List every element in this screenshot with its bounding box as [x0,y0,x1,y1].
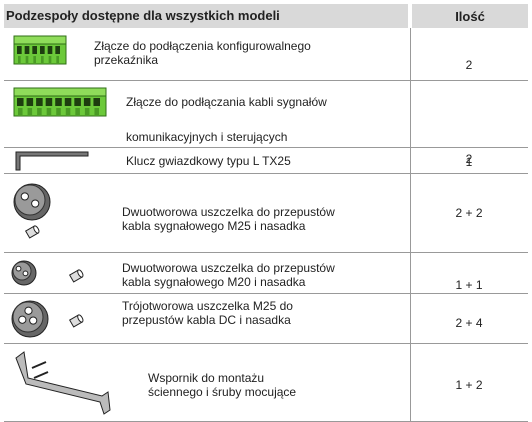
icon-graphic [11,260,84,286]
item-description: Dwuotworowa uszczelka do przepustów [122,205,335,219]
icon-graphic [13,87,107,117]
item-quantity: 2 [465,152,473,166]
header-cell [412,4,528,28]
item-icon [12,86,112,131]
item-icon [10,178,70,253]
item-icon [10,297,100,346]
item-description: Klucz gwiazdkowy typu L TX25 [126,154,291,168]
table-row [4,28,528,81]
table-row [4,293,528,344]
item-description: kabla sygnałowego M20 i nasadka [122,275,306,289]
item-quantity: 1 + 2 [455,378,483,392]
item-description: ściennego i śruby mocujące [148,385,297,399]
table-row [4,173,528,253]
item-description: przekaźnika [94,53,159,67]
header-quantity: Ilość [455,9,485,24]
header-title: Podzespoły dostępne dla wszystkich model… [6,8,280,23]
header-cell [4,4,408,28]
item-icon [12,150,92,177]
item-description: Trójotworowa uszczelka M25 do [122,299,293,313]
item-quantity: 2 + 2 [455,206,483,220]
icon-graphic [13,35,67,65]
item-icon [10,256,90,295]
table-row [4,80,528,148]
item-description: Złącze do podłączania kabli sygnałów [126,95,327,109]
table-row [4,252,528,294]
item-description: przepustów kabla DC i nasadka [122,313,291,327]
item-quantity: 1 + 1 [455,278,483,292]
item-description: kabla sygnałowego M25 i nasadka [122,219,306,233]
item-quantity: 2 + 4 [455,316,483,330]
item-description: komunikacyjnych i sterujących [126,130,288,144]
icon-graphic [13,183,51,239]
item-icon [10,348,130,422]
item-description: Wspornik do montażu [148,371,265,385]
item-description: Złącze do podłączenia konfigurowalnego [94,39,311,53]
item-icon [12,34,72,79]
icon-graphic [15,351,111,415]
item-quantity: 2 [465,58,473,72]
item-quantity: 1 [465,155,473,169]
icon-graphic [11,300,84,338]
icon-graphic [15,151,89,171]
table-row [4,147,528,174]
column-divider [410,28,411,422]
item-description: Dwuotworowa uszczelka do przepustów [122,261,335,275]
